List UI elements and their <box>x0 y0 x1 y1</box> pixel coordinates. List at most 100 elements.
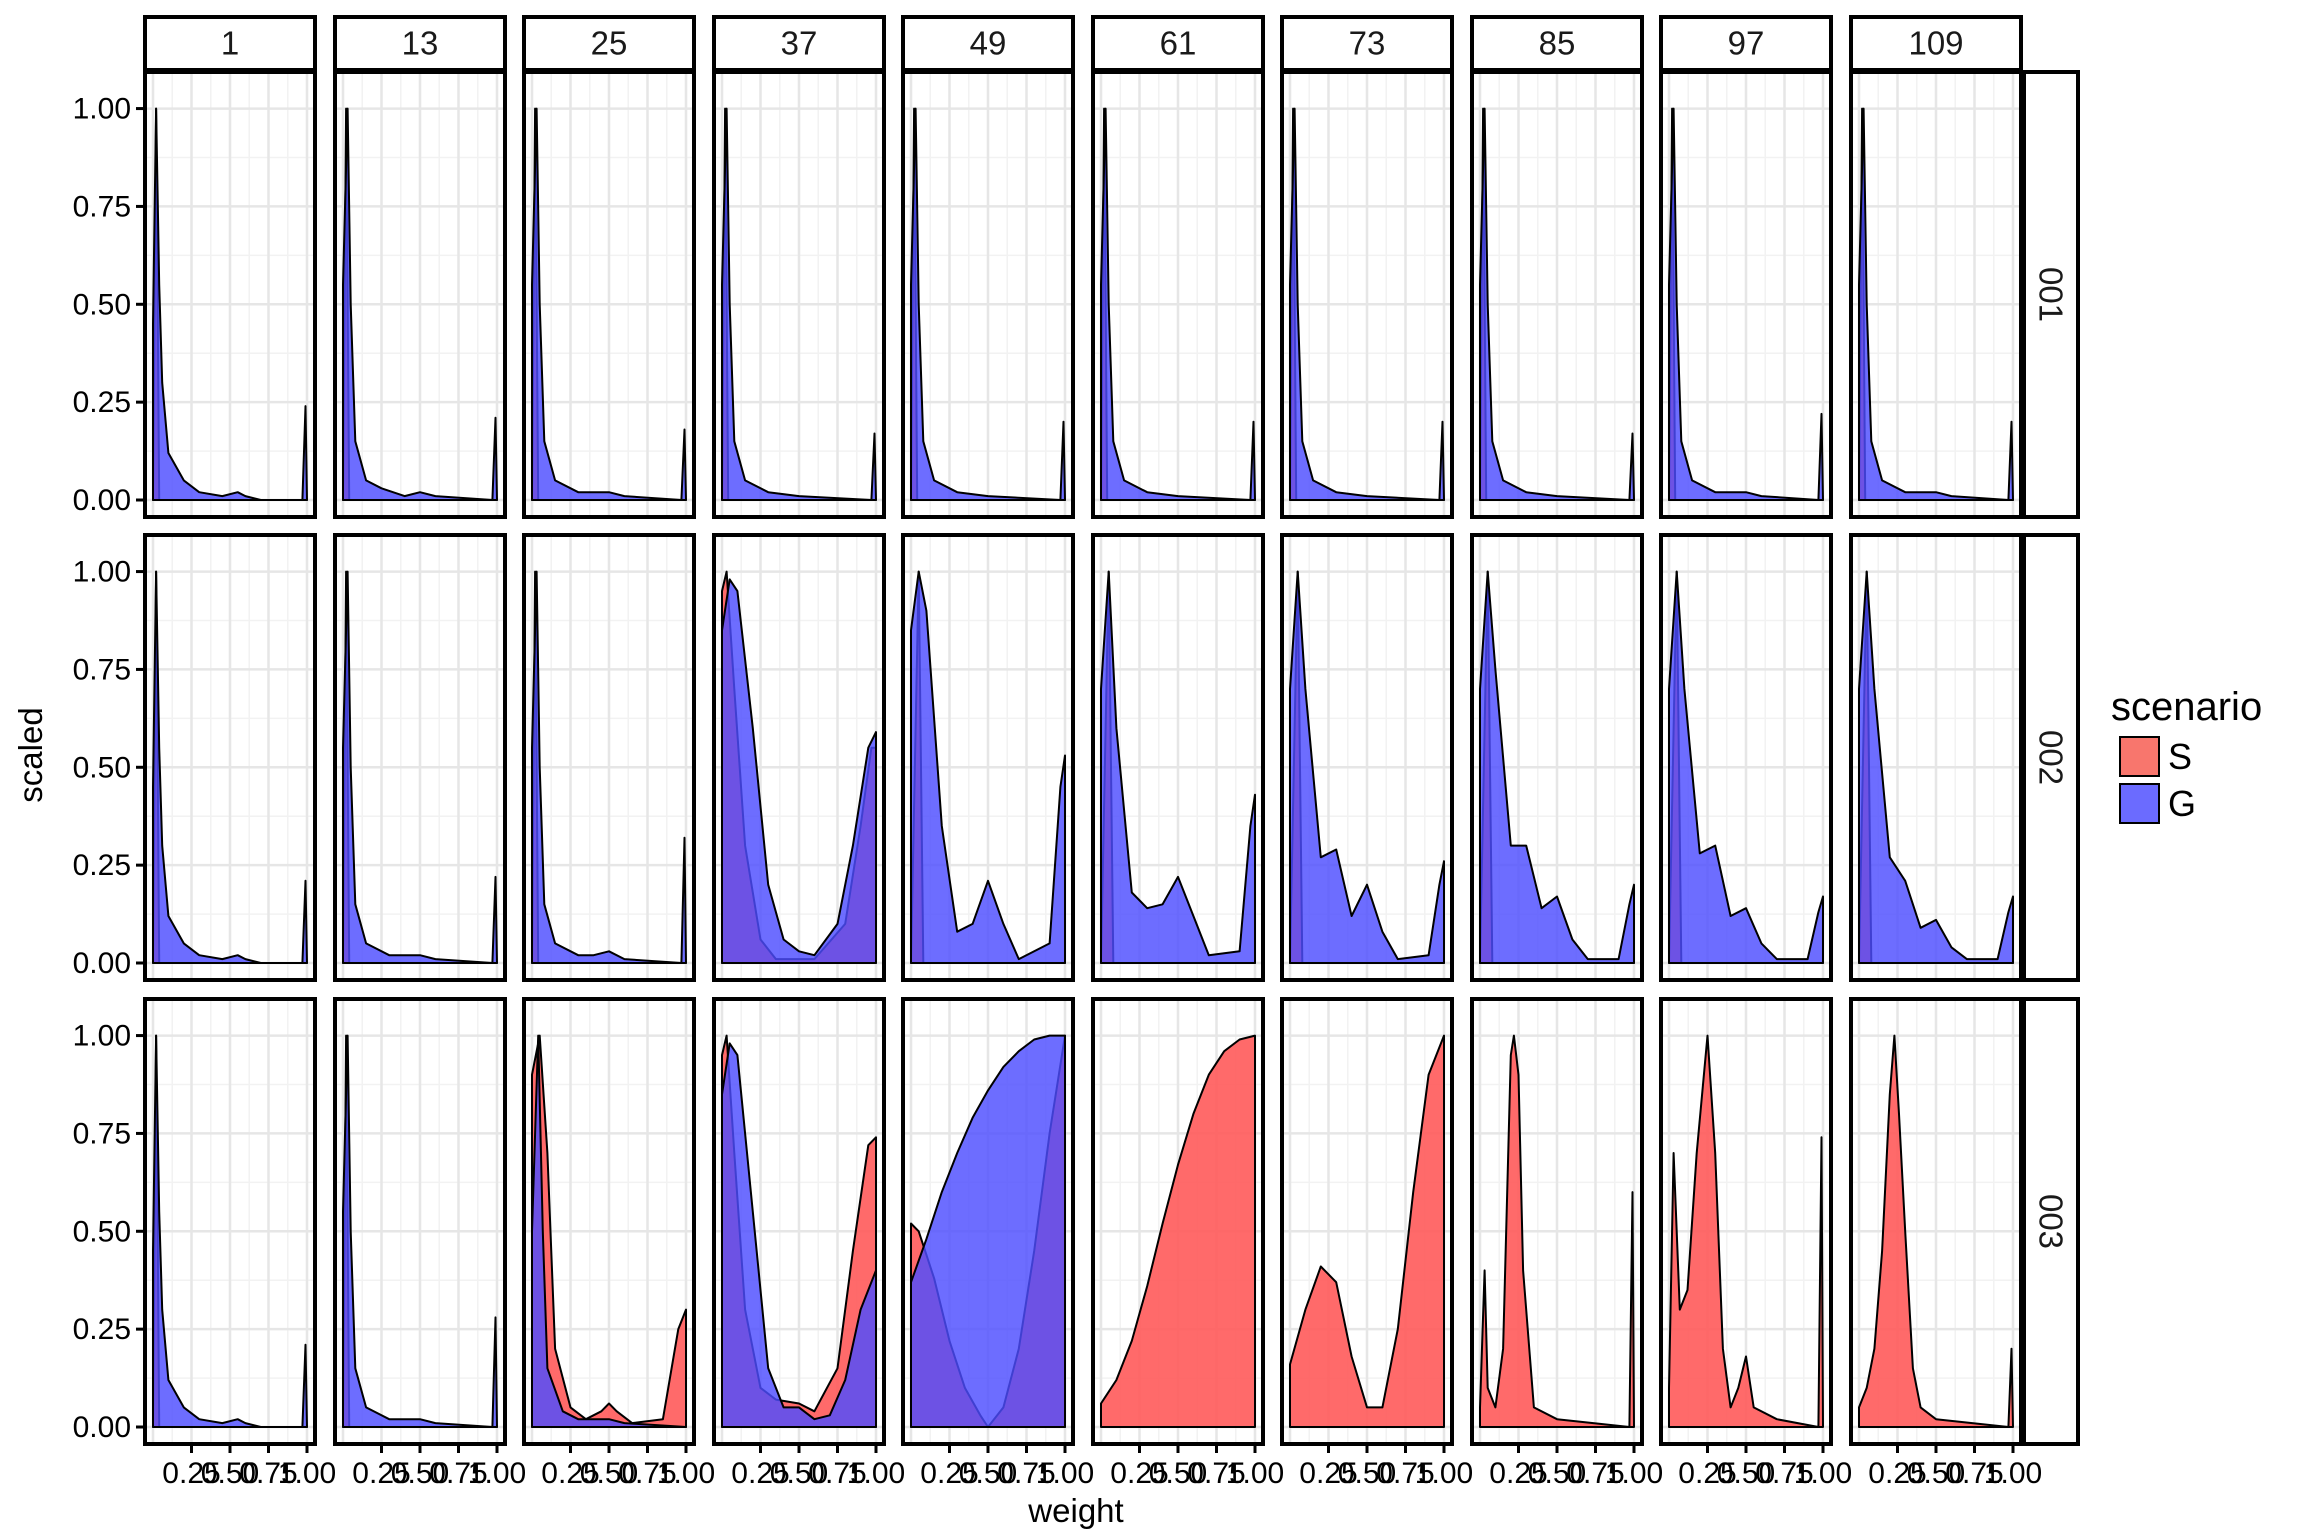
x-tick-label: 0.75 <box>239 1457 297 1490</box>
x-tick-label: 0.25 <box>352 1457 410 1490</box>
panel-border <box>1091 533 1265 982</box>
density-area-g <box>721 578 877 964</box>
x-tick-label: 1.00 <box>278 1457 336 1490</box>
density-areas <box>342 1034 498 1428</box>
density-area-s <box>1479 1034 1635 1428</box>
column-strip-box <box>712 15 886 72</box>
facet-panel <box>1659 533 1833 982</box>
facet-panel <box>1091 70 1265 519</box>
x-tick-label: 1.00 <box>847 1457 905 1490</box>
gridlines <box>524 72 694 517</box>
x-tick-label: 0.50 <box>580 1457 638 1490</box>
y-tick-label: 0.25 <box>73 386 131 419</box>
y-axis-title: scaled <box>12 707 49 802</box>
panel-border <box>901 533 1075 982</box>
gridlines <box>1851 72 2021 517</box>
legend-entries: SG <box>2118 735 2196 825</box>
facet-panel <box>333 70 507 519</box>
column-strip: 49 <box>901 15 1075 72</box>
facet-panel <box>1849 533 2023 982</box>
gridlines <box>145 535 315 980</box>
row-strip-box <box>2022 533 2080 982</box>
column-strip-box <box>1659 15 1833 72</box>
column-strip: 1 <box>143 15 317 72</box>
facet-panel <box>1470 997 1644 1446</box>
column-strip-box <box>143 15 317 72</box>
density-area-g <box>1100 570 1256 964</box>
gridlines <box>145 72 315 517</box>
gridlines <box>335 999 505 1444</box>
gridlines <box>714 72 884 517</box>
column-strip-label: 61 <box>1160 25 1197 62</box>
density-areas <box>1858 107 2014 501</box>
density-area-g <box>1668 570 1824 964</box>
column-strip-box <box>1280 15 1454 72</box>
facet-panel <box>1470 70 1644 519</box>
column-strip-box <box>333 15 507 72</box>
density-area-g <box>152 570 308 964</box>
density-areas <box>152 107 308 501</box>
x-tick-label: 0.25 <box>541 1457 599 1490</box>
gridlines <box>145 999 315 1444</box>
density-areas <box>531 570 687 964</box>
y-tick-label: 1.00 <box>73 556 131 589</box>
density-areas <box>1100 570 1256 964</box>
gridlines <box>335 535 505 980</box>
y-tick-label: 0.25 <box>73 1313 131 1346</box>
x-tick-label: 0.50 <box>1149 1457 1207 1490</box>
density-areas <box>1858 1034 2014 1428</box>
gridlines <box>903 72 1073 517</box>
row-strip: 002 <box>2022 533 2080 982</box>
density-area-g <box>342 107 498 501</box>
row-strip-box <box>2022 997 2080 1446</box>
row-strip-box <box>2022 70 2080 519</box>
y-tick-label: 0.00 <box>73 484 131 517</box>
density-areas <box>1479 570 1635 964</box>
y-tick-label: 1.00 <box>73 1020 131 1053</box>
legend-swatch <box>2119 736 2160 777</box>
panel-border <box>1659 533 1833 982</box>
density-areas <box>1289 570 1445 964</box>
density-areas <box>1479 107 1635 501</box>
density-area-g <box>152 1034 308 1428</box>
density-areas <box>910 107 1066 501</box>
row-strip-label: 001 <box>2033 267 2070 322</box>
x-tick-label: 0.75 <box>1376 1457 1434 1490</box>
x-tick-label: 0.50 <box>201 1457 259 1490</box>
density-areas <box>1289 1034 1445 1428</box>
panel-border <box>522 533 696 982</box>
density-areas <box>1858 570 2014 964</box>
column-strip-label: 73 <box>1349 25 1386 62</box>
column-strip: 97 <box>1659 15 1833 72</box>
density-areas <box>1668 1034 1824 1428</box>
x-tick-label: 1.00 <box>468 1457 526 1490</box>
x-tick-label: 0.25 <box>1868 1457 1926 1490</box>
facet-panel <box>1470 533 1644 982</box>
density-area-g <box>1479 107 1635 501</box>
density-areas <box>1100 1034 1256 1428</box>
density-areas <box>1289 107 1445 501</box>
gridlines <box>1472 999 1642 1444</box>
y-tick-label: 0.25 <box>73 849 131 882</box>
x-tick-label: 0.25 <box>920 1457 978 1490</box>
density-areas <box>342 570 498 964</box>
gridlines <box>1282 72 1452 517</box>
legend-label: S <box>2168 736 2192 777</box>
facet-panel <box>1659 70 1833 519</box>
facet-panel <box>1849 70 2023 519</box>
facet-panel <box>901 997 1075 1446</box>
facet-panel <box>901 70 1075 519</box>
facet-panel <box>901 533 1075 982</box>
x-tick-label: 1.00 <box>1984 1457 2042 1490</box>
density-area-g <box>531 570 687 964</box>
column-strip-box <box>1470 15 1644 72</box>
x-tick-label: 0.50 <box>770 1457 828 1490</box>
density-area-s <box>1668 1034 1824 1428</box>
density-area-g <box>152 107 308 501</box>
density-area-g <box>910 1034 1066 1428</box>
x-tick-label: 0.25 <box>1299 1457 1357 1490</box>
density-area-s <box>1100 1034 1256 1428</box>
density-areas <box>1668 107 1824 501</box>
column-strip-label: 37 <box>781 25 818 62</box>
density-area-g <box>721 1042 877 1428</box>
